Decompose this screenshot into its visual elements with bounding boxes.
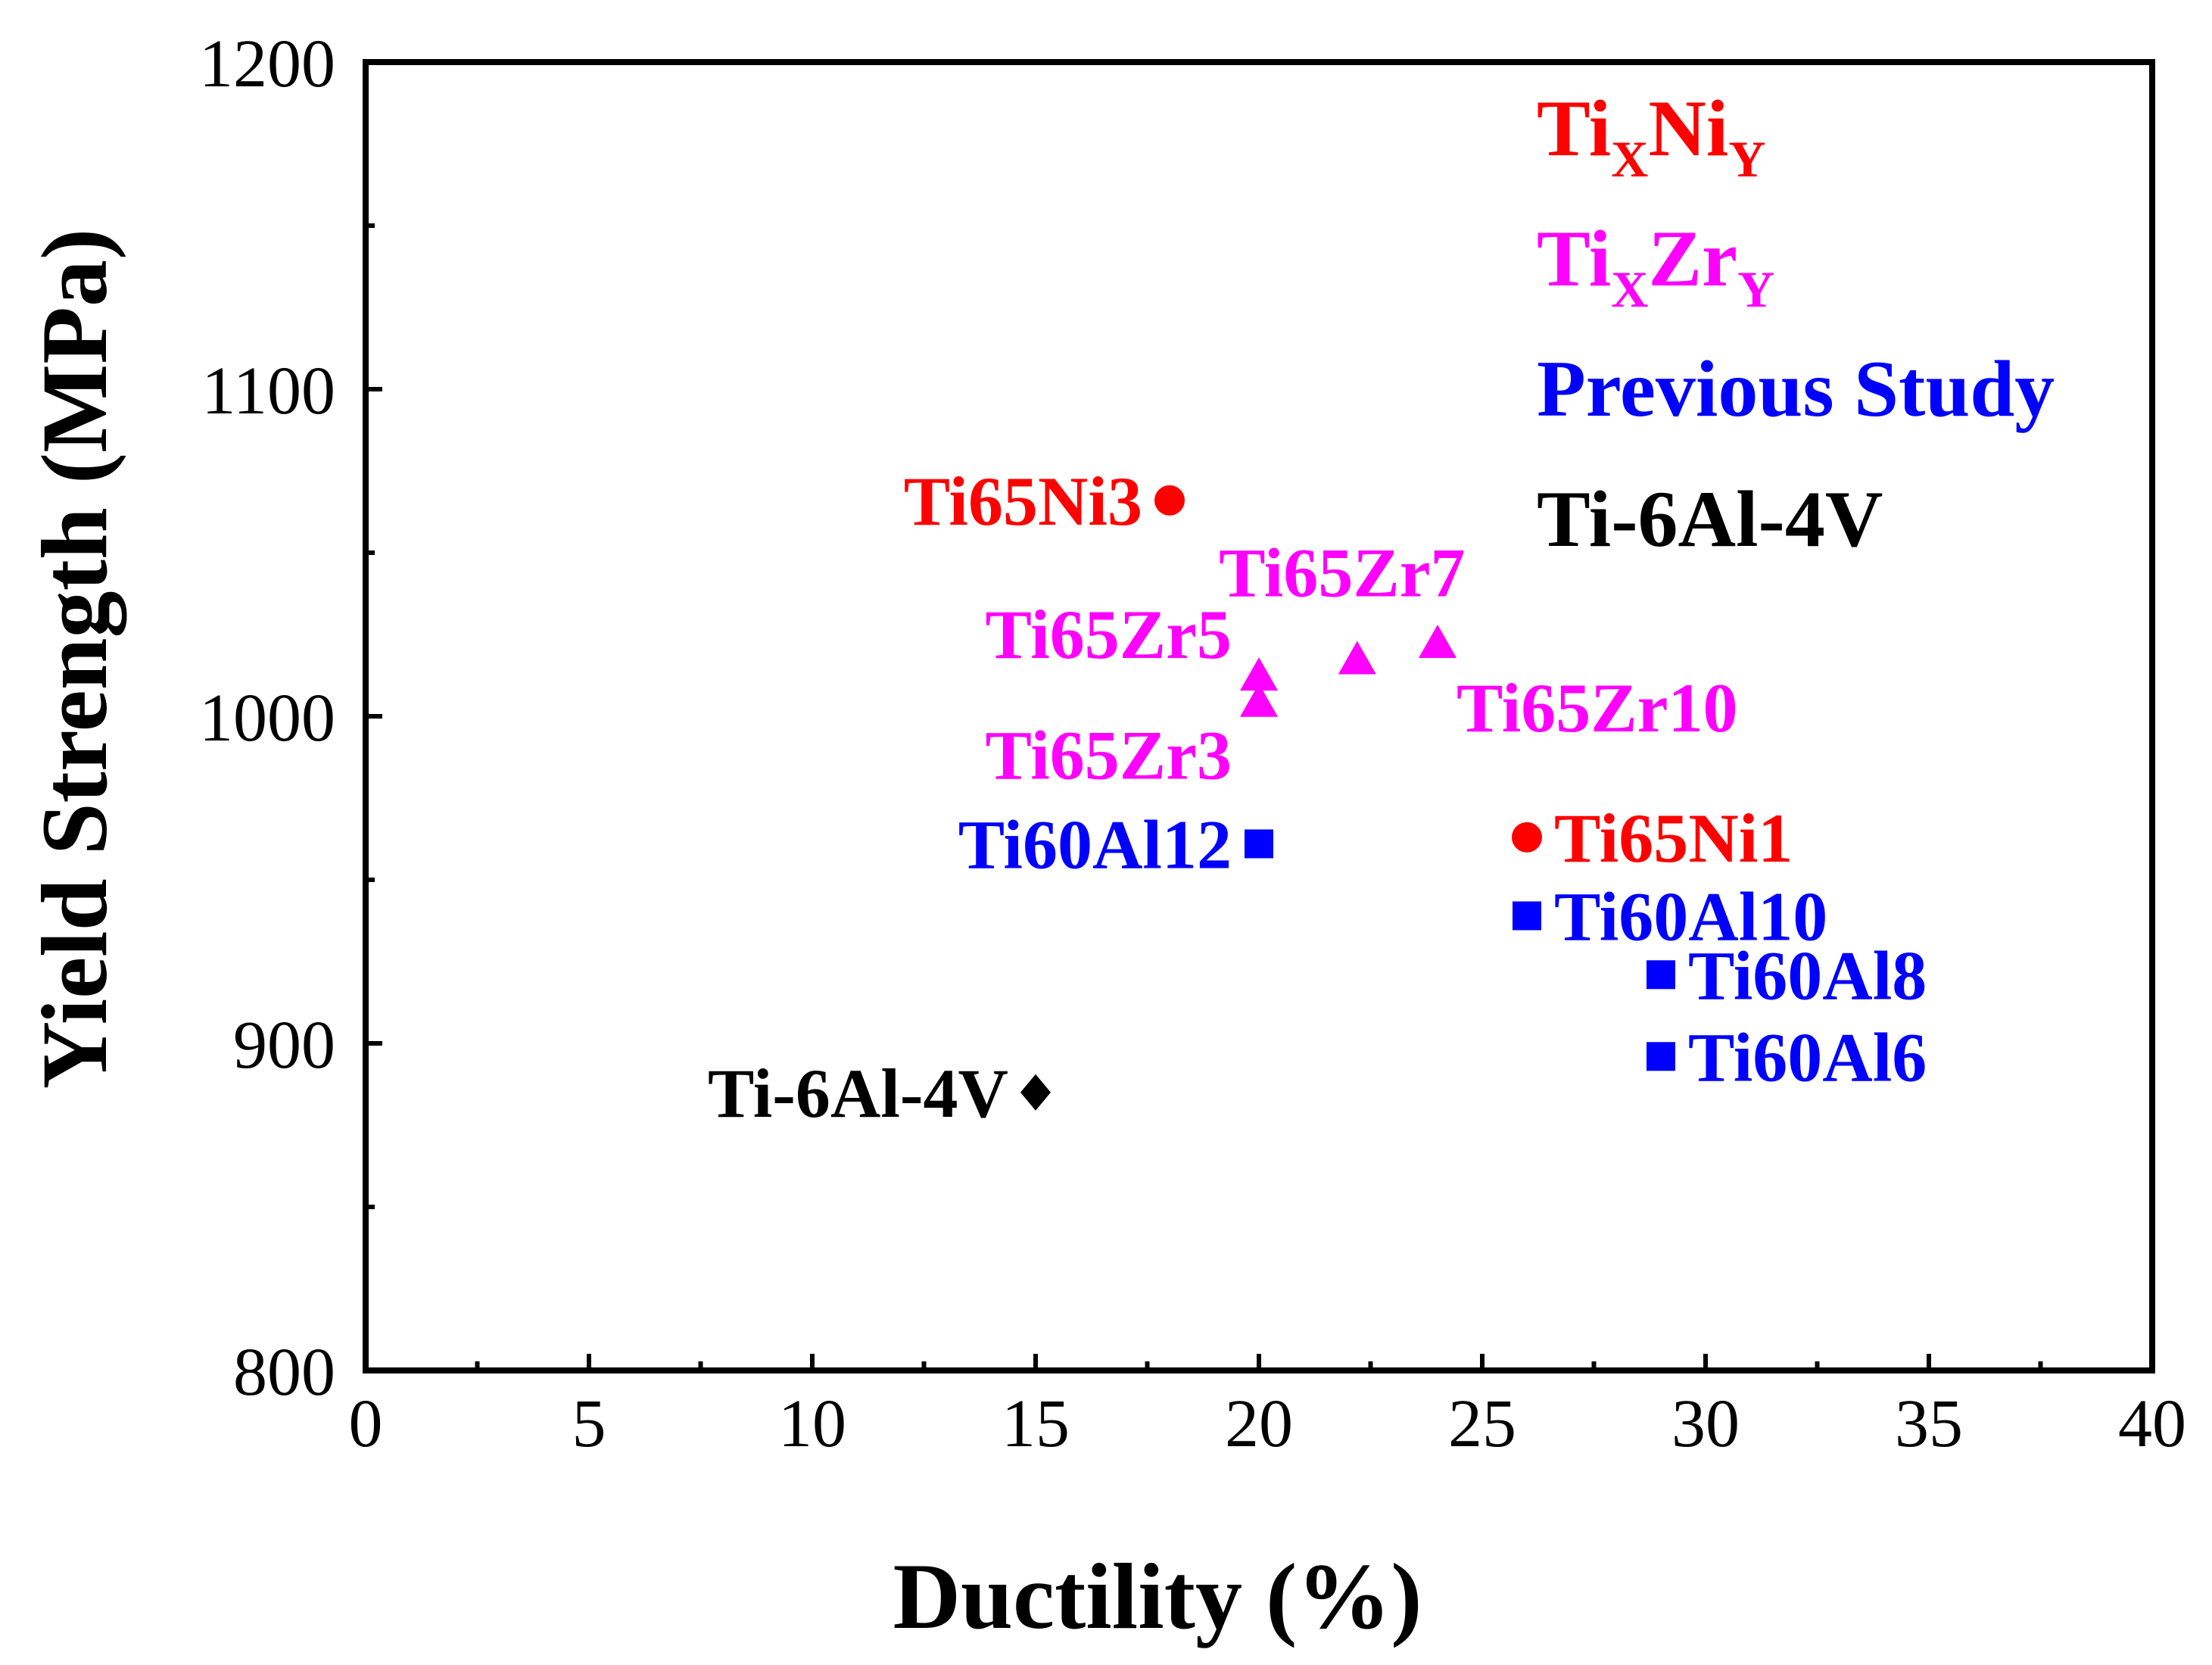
x-tick-label: 10 [778, 1386, 846, 1461]
point-label: Ti65Zr3 [986, 717, 1232, 794]
legend-text-part: Ti [1537, 214, 1611, 303]
triangle-point [1240, 683, 1278, 717]
legend-entry: TiXNiY [1537, 84, 1765, 188]
legend-entry: TiXZrY [1537, 214, 1774, 318]
point-label: Ti65Zr7 [1219, 535, 1465, 612]
point-label: Ti65Ni3 [904, 463, 1142, 540]
triangle-point [1338, 641, 1376, 675]
x-tick-label: 5 [572, 1386, 606, 1461]
x-tick-label: 35 [1895, 1386, 1963, 1461]
legend-text-part: Previous Study [1537, 345, 2055, 433]
point-label: Ti65Ni1 [1554, 800, 1793, 877]
point-label: Ti65Zr10 [1456, 669, 1737, 747]
x-axis-title: Ductility (%) [893, 1545, 1422, 1648]
axes: 0 5 10 15 20 25 30 35 40 800 900 1000 1100 1200 [199, 27, 2186, 1461]
legend-entry: Previous Study [1537, 345, 2055, 433]
circle-point [1154, 485, 1185, 516]
point-label: Ti-6Al-4V [708, 1055, 1008, 1132]
point-label: Ti60Al6 [1688, 1018, 1927, 1096]
legend-text-part: Ni [1648, 84, 1728, 173]
triangle-point [1419, 624, 1456, 658]
point-label: Ti65Zr5 [986, 596, 1232, 673]
circle-point [1512, 822, 1542, 853]
legend-text-part: Ti-6Al-4V [1537, 475, 1883, 563]
x-tick-label: 15 [1002, 1386, 1070, 1461]
y-axis-title: Yield Strength (MPa) [23, 229, 127, 1090]
legend-subscript: X [1611, 260, 1648, 318]
legend-entry: Ti-6Al-4V [1537, 475, 1883, 563]
y-tick-label: 900 [233, 1008, 335, 1083]
point-label: Ti60Al8 [1688, 937, 1927, 1014]
legend-subscript: Y [1728, 130, 1765, 188]
x-tick-label: 40 [2118, 1386, 2186, 1461]
legend-subscript: X [1611, 130, 1648, 188]
y-tick-label: 800 [233, 1335, 335, 1410]
y-tick-label: 1100 [201, 354, 335, 429]
square-point [1647, 1042, 1675, 1071]
square-point [1513, 901, 1541, 931]
triangle-point [1240, 657, 1278, 691]
square-point [1245, 829, 1273, 859]
square-point [1647, 960, 1675, 990]
y-tick-label: 1200 [199, 27, 335, 101]
point-label: Ti60Al12 [958, 806, 1232, 883]
point-label: Ti60Al10 [1554, 878, 1827, 956]
legend-subscript: Y [1737, 260, 1774, 318]
legend-text-part: Ti [1537, 84, 1611, 173]
x-tick-label: 25 [1448, 1386, 1516, 1461]
diamond-point [1020, 1074, 1051, 1111]
legend-text-part: Zr [1648, 214, 1737, 303]
x-tick-label: 20 [1225, 1386, 1293, 1461]
x-tick-label: 0 [349, 1386, 383, 1461]
x-tick-label: 30 [1671, 1386, 1740, 1461]
y-tick-label: 1000 [199, 681, 335, 756]
